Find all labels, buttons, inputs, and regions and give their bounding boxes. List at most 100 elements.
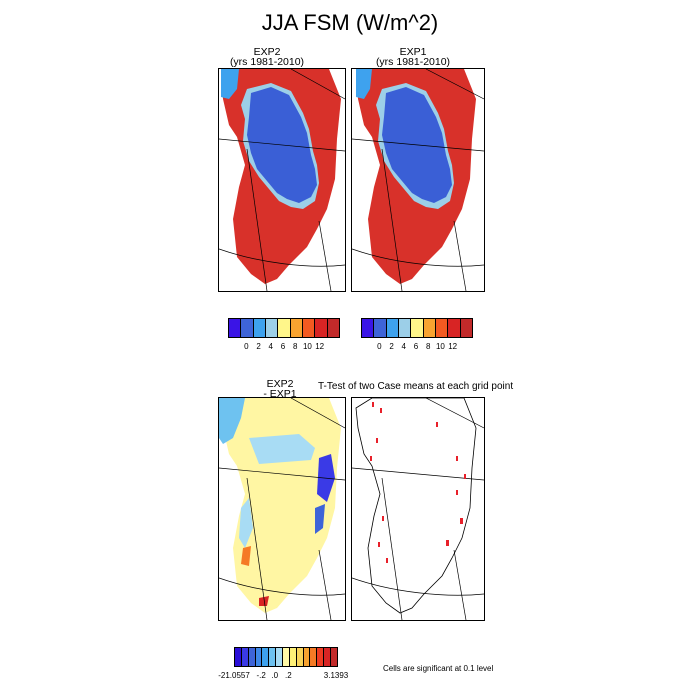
panel1-title: EXP2 (yrs 1981-2010) (217, 47, 317, 68)
colorbar-exp1-swatch (386, 319, 399, 337)
main-title: JJA FSM (W/m^2) (261, 10, 439, 35)
colorbar-exp2-swatch (278, 319, 291, 337)
colorbar-exp1-tick-label: 10 (435, 342, 445, 351)
colorbar-difference-swatch (276, 648, 284, 666)
colorbar-exp1-swatch (423, 319, 436, 337)
colorbar-exp2-tick-label: 6 (280, 342, 286, 351)
longitude-line (425, 398, 484, 429)
colorbar-difference-swatch (269, 648, 277, 666)
colorbar-exp1-swatch (411, 319, 424, 337)
map-panel-exp2 (218, 68, 346, 292)
longitude-line (381, 477, 403, 620)
colorbar-exp1-labels: 0 2 4 6 8 10 12 (361, 342, 471, 352)
colorbar-exp1-swatch (362, 319, 375, 337)
latitude-line (219, 577, 345, 596)
significant-cell (456, 490, 458, 495)
longitude-line (290, 69, 345, 100)
significance-note: Cells are significant at 0.1 level (383, 664, 494, 673)
colorbar-exp1-swatch (398, 319, 412, 337)
colorbar-difference-tick-label: -.2 (256, 671, 266, 680)
colorbar-exp1-tick-label: 2 (389, 342, 394, 351)
significant-cell (376, 438, 378, 443)
significant-cell (370, 456, 372, 461)
colorbar-difference-swatch (262, 648, 270, 666)
colorbar-exp2-swatch (315, 319, 328, 337)
longitude-line (381, 148, 403, 291)
colorbar-difference-swatch (283, 648, 290, 666)
colorbar-exp1-tick-label: 8 (425, 342, 431, 351)
latitude-line (352, 138, 484, 152)
latitude-line (352, 467, 484, 481)
panel2-title-line1: EXP1 (399, 46, 427, 58)
coast-patch (219, 398, 245, 444)
colorbar-difference-swatch (289, 648, 297, 666)
significant-cell (446, 540, 449, 546)
panel4-title: T-Test of two Case means at each grid po… (318, 381, 514, 392)
latitude-line (352, 577, 484, 596)
map-panel-ttest (351, 397, 485, 621)
negative-anomaly-band (239, 498, 253, 548)
greenland-outline (355, 398, 477, 614)
colorbar-difference-swatch (324, 648, 332, 666)
panel2-title: EXP1 (yrs 1981-2010) (363, 46, 463, 68)
negative-anomaly-patch (315, 504, 325, 534)
significant-cell (372, 402, 374, 407)
panel3-title-line1: EXP2 (266, 378, 294, 390)
map-panel-exp1 (351, 68, 485, 292)
colorbar-difference-swatch (248, 648, 256, 666)
significant-cell (464, 474, 466, 479)
colorbar-difference-swatch (303, 648, 311, 666)
coast-patch (221, 69, 239, 99)
longitude-line (246, 477, 268, 620)
colorbar-exp2-tick-label: 4 (268, 342, 273, 351)
greenland-map-exp1 (352, 69, 484, 291)
colorbar-difference-tick-label: 3.1393 (323, 671, 349, 680)
significant-cell (460, 518, 463, 524)
colorbar-difference-tick-label: .0 (271, 671, 279, 680)
longitude-line (290, 398, 345, 429)
significant-cell (380, 408, 382, 413)
colorbar-exp2-swatch (265, 319, 279, 337)
colorbar-difference-swatch (235, 648, 242, 666)
colorbar-difference (234, 647, 338, 667)
longitude-line (318, 549, 332, 620)
colorbar-difference-swatch (296, 648, 304, 666)
colorbar-exp2-tick-label: 10 (302, 342, 312, 351)
colorbar-exp2-swatch (302, 319, 316, 337)
colorbar-exp1-swatch (374, 319, 387, 337)
longitude-line (425, 69, 484, 100)
latitude-line (219, 138, 345, 152)
colorbar-exp1 (361, 318, 473, 338)
coast-patch (356, 69, 372, 99)
colorbar-exp2-tick-label: 2 (256, 342, 261, 351)
greenland-map-exp2 (219, 69, 345, 291)
significant-cell (386, 558, 388, 563)
panel1-title-line2: (yrs 1981-2010) (229, 56, 305, 68)
colorbar-exp1-swatch (460, 319, 472, 337)
latitude-line (219, 248, 345, 267)
panel3-title: EXP2 - EXP1 (240, 378, 320, 400)
map-panel-difference (218, 397, 346, 621)
significant-cell (382, 516, 384, 521)
colorbar-exp2-swatch (290, 319, 303, 337)
colorbar-exp2 (228, 318, 340, 338)
colorbar-exp1-tick-label: 0 (377, 342, 382, 351)
colorbar-difference-swatch (255, 648, 263, 666)
significant-cell (378, 542, 380, 547)
colorbar-exp2-swatch (327, 319, 339, 337)
longitude-line (453, 220, 467, 291)
latitude-line (219, 467, 345, 481)
colorbar-exp2-tick-label: 8 (292, 342, 298, 351)
colorbar-difference-swatch (310, 648, 318, 666)
greenland-map-difference (219, 398, 345, 620)
colorbar-difference-swatch (317, 648, 325, 666)
colorbar-exp2-swatch (253, 319, 266, 337)
panel3-title-line2: - EXP1 (263, 388, 297, 400)
significant-cell (456, 456, 458, 461)
panel2-title-line2: (yrs 1981-2010) (375, 56, 451, 68)
colorbar-exp2-swatch (241, 319, 254, 337)
colorbar-exp2-tick-label: 12 (315, 342, 325, 351)
colorbar-exp1-swatch (435, 319, 449, 337)
greenland-map-ttest (352, 398, 484, 620)
colorbar-difference-tick-label: -21.0557 (218, 671, 250, 680)
